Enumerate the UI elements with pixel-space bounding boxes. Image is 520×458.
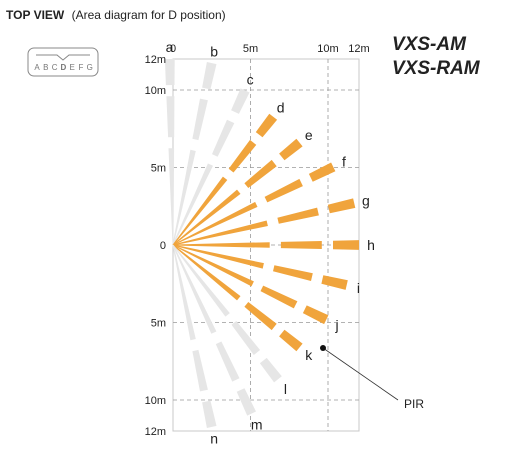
zone-segment	[228, 139, 257, 173]
zone-segment	[172, 244, 241, 301]
pir-leader-line	[322, 347, 399, 401]
zone-segment	[172, 244, 196, 341]
selector-letter: G	[87, 63, 93, 72]
zone-label-e: e	[305, 127, 313, 143]
zone-i	[172, 244, 348, 290]
zone-segment	[202, 400, 217, 428]
selector-letter: B	[43, 63, 48, 72]
zone-segment	[172, 244, 264, 269]
selector-letter: D	[61, 63, 67, 72]
zone-segment	[279, 138, 303, 161]
zone-segment	[260, 285, 298, 309]
zone-segment	[164, 58, 175, 86]
model-name-2: VXS-RAM	[392, 58, 480, 79]
zone-segment	[172, 163, 213, 246]
zone-segment	[172, 149, 196, 246]
zone-b	[172, 62, 217, 246]
zone-label-g: g	[362, 193, 370, 209]
zone-segment	[172, 201, 258, 246]
zone-segment	[166, 96, 175, 138]
zone-segment	[259, 357, 282, 383]
zone-segment	[215, 341, 240, 382]
zone-segment	[192, 349, 208, 392]
zone-segment	[192, 98, 208, 141]
y-tick-label: 10m	[145, 85, 166, 97]
zone-label-a: a	[166, 39, 174, 55]
selector-letter: A	[34, 63, 40, 72]
x-tick-label: 5m	[243, 43, 258, 55]
zone-label-n: n	[210, 431, 218, 447]
pir-label: PIR	[404, 397, 424, 411]
zone-label-d: d	[277, 99, 285, 115]
y-tick-label: 5m	[151, 163, 166, 175]
zone-label-m: m	[251, 416, 263, 432]
zone-label-b: b	[210, 43, 218, 59]
y-tick-label: 12m	[145, 426, 166, 438]
zone-segment	[172, 220, 268, 246]
zone-segment	[273, 265, 313, 281]
zone-segment	[333, 240, 359, 250]
zone-segment	[231, 321, 261, 355]
zone-f	[172, 162, 336, 246]
zone-label-i: i	[357, 280, 360, 296]
zone-m	[172, 244, 256, 416]
heading-subtitle: (Area diagram for D position)	[71, 8, 226, 22]
zone-segment	[172, 244, 230, 317]
zone-label-j: j	[334, 317, 338, 333]
x-tick-label: 10m	[317, 43, 338, 55]
zone-segment	[172, 189, 241, 246]
zone-a	[164, 58, 175, 245]
y-tick-label: 0	[160, 240, 166, 252]
zone-segment	[202, 62, 217, 90]
x-tick-label: 0	[170, 43, 176, 55]
zone-segment	[302, 305, 329, 325]
zone-label-f: f	[342, 154, 346, 170]
y-tick-label: 5m	[151, 318, 166, 330]
selector-pointer-icon	[36, 54, 90, 61]
selector-letter: C	[52, 63, 58, 72]
pir-marker	[320, 345, 326, 351]
zone-label-k: k	[305, 347, 313, 363]
zone-h	[173, 240, 359, 250]
selector-letter: F	[79, 63, 84, 72]
zone-l	[172, 244, 282, 383]
model-name-1: VXS-AM	[392, 34, 466, 55]
zone-segment	[277, 207, 319, 224]
heading-title: TOP VIEW	[6, 8, 65, 22]
zone-segment	[172, 244, 217, 334]
zone-label-c: c	[247, 72, 254, 88]
zone-segment	[244, 159, 277, 188]
zone-segment	[279, 329, 303, 352]
zone-segment	[244, 302, 277, 331]
zone-segment	[172, 176, 228, 246]
zone-label-l: l	[284, 381, 287, 397]
zone-k	[172, 244, 303, 352]
zone-e	[172, 138, 303, 246]
zone-segment	[173, 242, 270, 248]
zone-segment	[255, 113, 278, 138]
zone-segment	[212, 119, 235, 157]
y-tick-label: 10m	[145, 395, 166, 407]
zone-c	[172, 88, 250, 246]
zone-segment	[308, 162, 336, 182]
zone-segment	[168, 148, 175, 245]
selector-letter: E	[70, 63, 75, 72]
zone-segment	[327, 198, 356, 214]
zone-label-h: h	[367, 237, 375, 253]
zone-n	[172, 244, 217, 428]
zone-segment	[321, 275, 348, 290]
zone-segment	[264, 178, 303, 203]
zone-segment	[236, 388, 256, 416]
zone-d	[172, 113, 278, 246]
zone-g	[172, 198, 356, 246]
zone-segment	[231, 88, 250, 114]
y-tick-label: 12m	[145, 54, 166, 66]
zone-j	[172, 244, 329, 325]
zone-segment	[280, 241, 322, 249]
diagram-heading: TOP VIEW (Area diagram for D position)	[6, 8, 226, 22]
zone-segment	[172, 244, 254, 287]
x-tick-label: 12m	[348, 43, 369, 55]
